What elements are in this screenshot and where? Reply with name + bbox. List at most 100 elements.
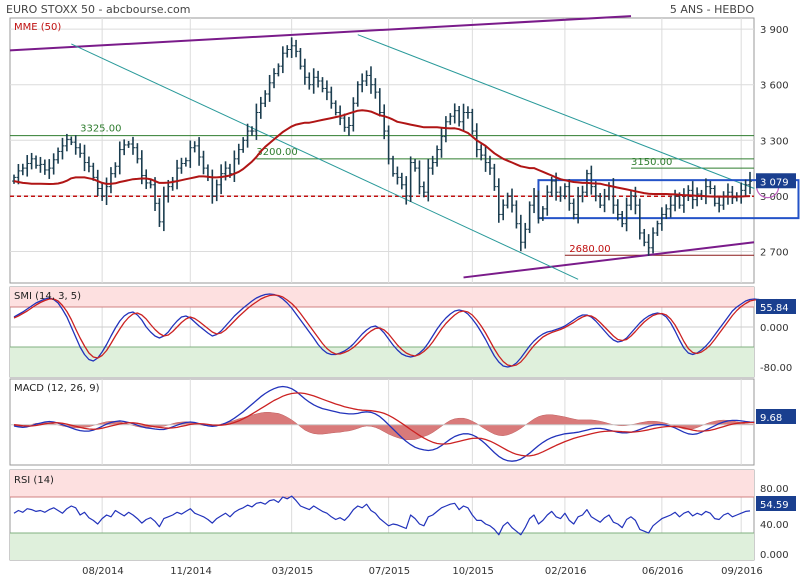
y-tick-label: 3 900 — [760, 25, 789, 36]
x-tick-label: 09/2016 — [721, 566, 763, 577]
rsi-overbought-zone — [10, 470, 754, 497]
price-bar — [29, 152, 34, 170]
rsi-value-badge — [756, 496, 796, 511]
price-bar — [589, 165, 594, 195]
price-bar — [492, 163, 497, 191]
upper-trend-line — [9, 15, 632, 52]
price-bar — [443, 116, 448, 143]
price-bar — [192, 141, 197, 153]
price-bar — [624, 197, 629, 232]
price-bar — [179, 157, 184, 174]
price-bar — [122, 139, 127, 156]
price-bar — [86, 156, 91, 173]
price-bar — [549, 176, 554, 197]
price-bar — [501, 199, 506, 221]
price-bar — [717, 196, 722, 213]
rsi-tick-label: 40.00 — [760, 520, 789, 531]
price-bar — [580, 185, 585, 203]
price-bar — [730, 185, 735, 204]
price-bar — [267, 74, 272, 102]
price-bar — [461, 103, 466, 131]
mme-legend: MME (50) — [14, 22, 61, 33]
price-bar — [399, 172, 404, 190]
price-bar — [368, 66, 373, 94]
price-bar — [320, 77, 325, 93]
price-bar — [404, 176, 409, 205]
price-bar — [540, 206, 545, 221]
price-bar — [333, 100, 338, 116]
macd-value-label: 9.68 — [760, 413, 782, 424]
price-bar — [161, 186, 166, 232]
price-bar — [285, 45, 290, 58]
price-bar — [236, 143, 241, 165]
price-bar — [245, 123, 250, 148]
rsi-line — [13, 495, 751, 536]
price-bar — [430, 155, 435, 175]
lower-trend-line — [463, 241, 755, 279]
price-bar — [42, 159, 47, 175]
smi-oversold-zone — [10, 347, 754, 377]
price-bar — [545, 185, 550, 216]
smi-signal-line — [13, 294, 777, 367]
price-bar — [364, 70, 369, 87]
y-tick-label: 3 600 — [760, 81, 789, 92]
price-bar — [448, 113, 453, 125]
price-bar — [60, 137, 65, 160]
price-bar — [355, 81, 360, 107]
price-bar — [316, 70, 321, 88]
rsi-tick-label: 80.00 — [760, 484, 789, 495]
price-bar — [351, 97, 356, 132]
price-bar — [465, 106, 470, 119]
price-bar — [298, 48, 303, 70]
price-bar — [12, 174, 16, 184]
price-bar — [567, 179, 572, 211]
price-bar — [598, 193, 603, 209]
price-bar — [25, 155, 30, 177]
price-bar — [576, 186, 581, 224]
price-bar — [629, 190, 634, 211]
price-bar — [117, 141, 122, 175]
y-tick-label: 2 700 — [760, 247, 789, 258]
price-bar — [593, 181, 598, 202]
price-bar — [386, 125, 391, 165]
price-bar — [219, 164, 224, 195]
price-bar — [439, 128, 444, 158]
last-price-badge — [756, 173, 796, 189]
period-label: 5 ANS - HEBDO — [669, 3, 754, 16]
price-bar — [518, 214, 523, 252]
price-bar — [148, 179, 153, 189]
x-tick-label: 02/2016 — [545, 566, 587, 577]
level-label-2680: 2680.00 — [569, 244, 610, 255]
price-bar — [558, 186, 563, 202]
chart-title: EURO STOXX 50 - abcbourse.com — [6, 3, 191, 16]
price-bar — [249, 126, 254, 136]
rsi-tick-label: 0.000 — [760, 550, 789, 561]
price-bar — [562, 183, 567, 200]
price-bar — [536, 190, 541, 224]
macd-histogram — [13, 412, 755, 440]
smi-tick-label: -80.00 — [760, 363, 792, 374]
y-tick-label: 3 000 — [760, 192, 789, 203]
last-price-label: 3 079 — [760, 177, 789, 188]
price-bar — [408, 156, 413, 203]
price-bar — [329, 86, 334, 109]
price-bar — [395, 166, 400, 185]
price-bar — [417, 160, 422, 195]
price-bar — [452, 103, 457, 124]
rsi-value-label: 54.59 — [760, 500, 789, 511]
price-bar — [743, 179, 748, 196]
price-bar — [307, 72, 312, 90]
price-bar — [655, 220, 660, 236]
price-bar — [280, 46, 285, 74]
price-bar — [748, 171, 752, 195]
price-bar — [47, 159, 52, 179]
price-bar — [514, 200, 519, 229]
price-bar — [78, 143, 83, 158]
x-tick-label: 11/2014 — [170, 566, 212, 577]
price-bar — [659, 207, 664, 231]
price-bar — [20, 163, 25, 176]
x-tick-label: 06/2016 — [642, 566, 684, 577]
price-bar — [360, 73, 365, 93]
